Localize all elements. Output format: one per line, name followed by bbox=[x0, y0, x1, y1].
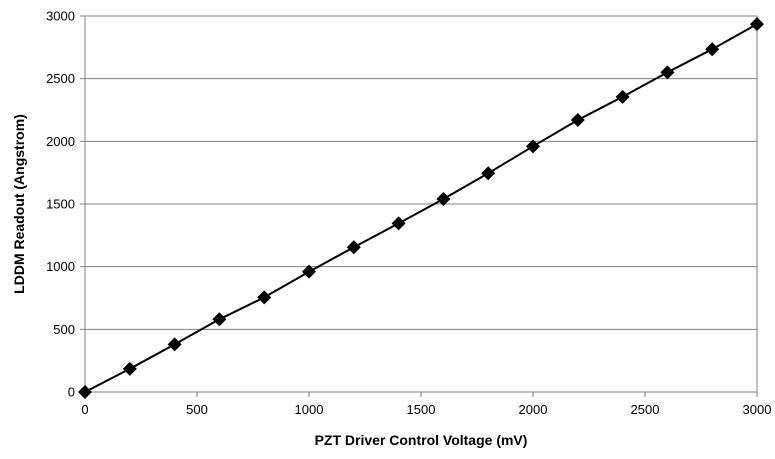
gridlines bbox=[85, 78, 757, 330]
x-axis-title: PZT Driver Control Voltage (mV) bbox=[315, 432, 528, 448]
data-point-marker bbox=[436, 191, 451, 206]
x-tick-label: 2000 bbox=[519, 402, 548, 417]
x-tick-label: 3000 bbox=[743, 402, 772, 417]
data-point-marker bbox=[570, 113, 585, 128]
y-tick-label: 2000 bbox=[46, 134, 75, 149]
data-point-marker bbox=[257, 290, 272, 305]
y-tick-label: 1500 bbox=[46, 197, 75, 212]
x-tick-label: 1500 bbox=[407, 402, 436, 417]
data-point-marker bbox=[78, 385, 92, 399]
data-point-marker bbox=[302, 264, 316, 279]
data-point-marker bbox=[750, 17, 764, 32]
x-tick-label: 2500 bbox=[631, 402, 660, 417]
data-point-marker bbox=[346, 240, 361, 255]
x-tick-label: 0 bbox=[81, 402, 88, 417]
data-point-marker bbox=[615, 89, 630, 104]
data-point-marker bbox=[122, 361, 137, 376]
data-point-marker bbox=[481, 166, 496, 181]
tick-labels: 0 500 1000 1500 2000 2500 3000 0 500 1000 1500 2000… bbox=[46, 9, 771, 418]
y-tick-label: 0 bbox=[68, 385, 75, 400]
data-point-marker bbox=[660, 65, 675, 80]
data-point-marker bbox=[705, 42, 720, 57]
y-tick-label: 3000 bbox=[46, 9, 75, 24]
data-point-marker bbox=[212, 312, 227, 327]
series-group bbox=[78, 17, 764, 399]
y-tick-label: 1000 bbox=[46, 259, 75, 274]
series-line bbox=[84, 23, 758, 393]
y-axis-title: LDDM Readout (Angstrom) bbox=[11, 114, 27, 294]
y-tick-label: 500 bbox=[53, 322, 75, 337]
x-tick-label: 500 bbox=[186, 402, 208, 417]
data-point-marker bbox=[167, 337, 182, 352]
x-tick-label: 1000 bbox=[295, 402, 324, 417]
data-point-marker bbox=[391, 216, 406, 231]
data-point-marker bbox=[526, 139, 540, 154]
y-tick-label: 2500 bbox=[46, 71, 75, 86]
